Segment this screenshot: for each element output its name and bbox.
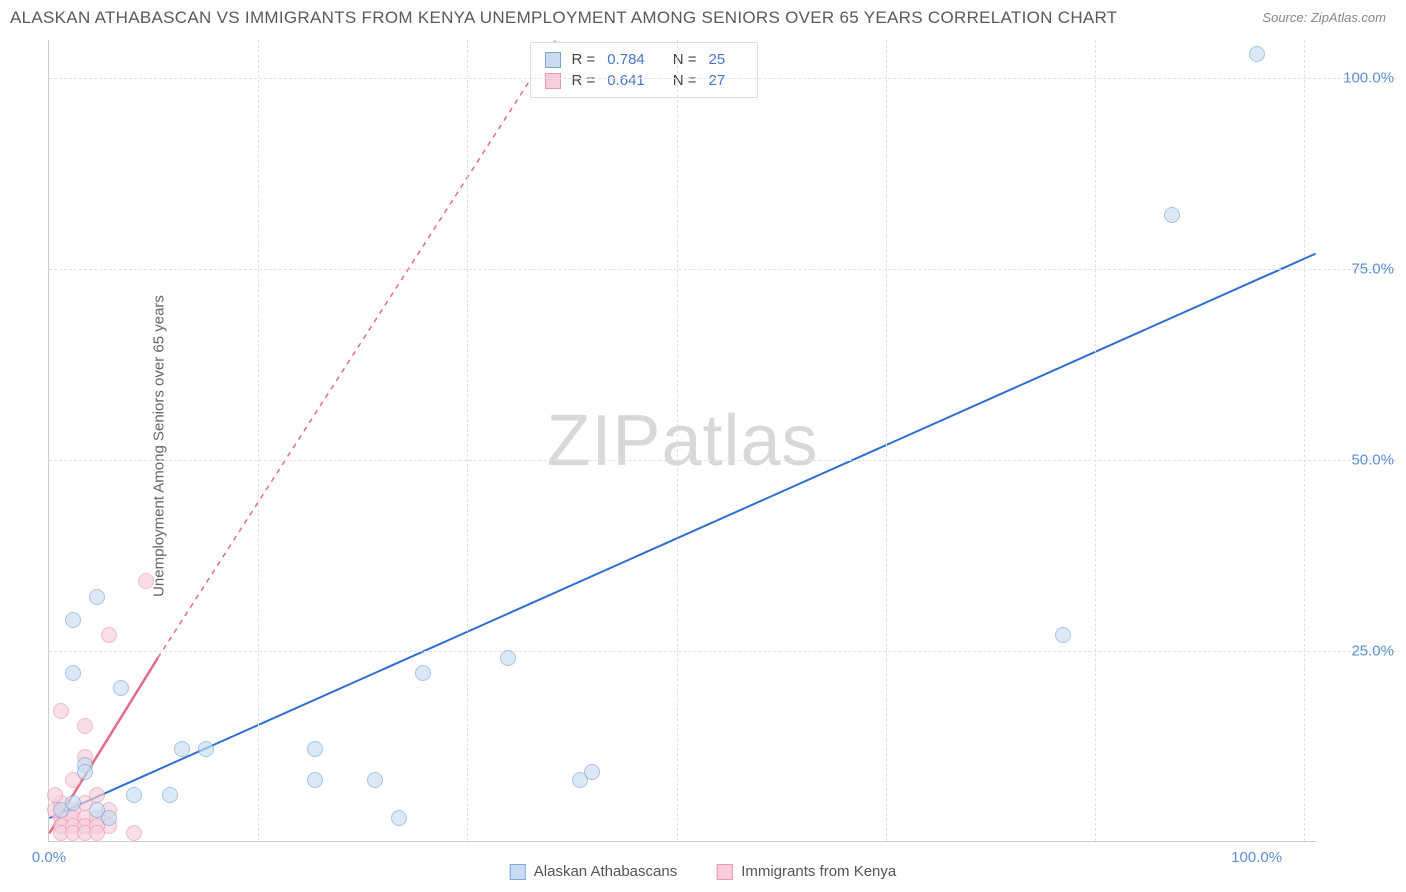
source-attribution: Source: ZipAtlas.com bbox=[1262, 10, 1386, 25]
data-point bbox=[367, 772, 383, 788]
data-point bbox=[47, 787, 63, 803]
data-point bbox=[307, 741, 323, 757]
data-point bbox=[307, 772, 323, 788]
legend-swatch-1 bbox=[510, 864, 526, 880]
data-point bbox=[174, 741, 190, 757]
r-value-1: 0.784 bbox=[607, 51, 645, 68]
r-value-2: 0.641 bbox=[607, 72, 645, 89]
gridline-h bbox=[49, 269, 1396, 270]
gridline-v bbox=[677, 40, 678, 841]
legend-label-1: Alaskan Athabascans bbox=[534, 863, 677, 880]
y-tick-label: 100.0% bbox=[1343, 70, 1394, 87]
y-tick-label: 50.0% bbox=[1351, 452, 1394, 469]
data-point bbox=[1249, 46, 1265, 62]
data-point bbox=[1164, 207, 1180, 223]
x-tick-label: 100.0% bbox=[1231, 849, 1282, 866]
r-label-1: R = bbox=[571, 51, 595, 68]
r-label-2: R = bbox=[571, 72, 595, 89]
legend-item-series1: Alaskan Athabascans bbox=[510, 863, 677, 880]
gridline-h bbox=[49, 651, 1396, 652]
gridline-v bbox=[1304, 40, 1305, 841]
data-point bbox=[65, 612, 81, 628]
gridline-v bbox=[1095, 40, 1096, 841]
bottom-legend: Alaskan Athabascans Immigrants from Keny… bbox=[510, 863, 896, 880]
gridline-v bbox=[258, 40, 259, 841]
data-point bbox=[1055, 627, 1071, 643]
swatch-series2 bbox=[545, 73, 561, 89]
data-point bbox=[89, 589, 105, 605]
data-point bbox=[89, 787, 105, 803]
data-point bbox=[415, 665, 431, 681]
data-point bbox=[584, 764, 600, 780]
data-point bbox=[65, 665, 81, 681]
stats-legend-box: R = 0.784 N = 25 R = 0.641 N = 27 bbox=[530, 42, 758, 98]
data-point bbox=[126, 825, 142, 841]
n-value-1: 25 bbox=[709, 51, 726, 68]
gridline-v bbox=[467, 40, 468, 841]
n-value-2: 27 bbox=[709, 72, 726, 89]
x-tick-label: 0.0% bbox=[32, 849, 66, 866]
data-point bbox=[65, 795, 81, 811]
data-point bbox=[126, 787, 142, 803]
swatch-series1 bbox=[545, 52, 561, 68]
data-point bbox=[162, 787, 178, 803]
data-point bbox=[77, 764, 93, 780]
chart-title: ALASKAN ATHABASCAN VS IMMIGRANTS FROM KE… bbox=[10, 8, 1118, 28]
data-point bbox=[101, 627, 117, 643]
legend-swatch-2 bbox=[717, 864, 733, 880]
stats-row-series1: R = 0.784 N = 25 bbox=[545, 49, 743, 70]
legend-label-2: Immigrants from Kenya bbox=[741, 863, 896, 880]
gridline-v bbox=[886, 40, 887, 841]
data-point bbox=[500, 650, 516, 666]
data-point bbox=[53, 703, 69, 719]
watermark: ZIPatlas bbox=[546, 400, 818, 482]
stats-row-series2: R = 0.641 N = 27 bbox=[545, 70, 743, 91]
data-point bbox=[113, 680, 129, 696]
y-tick-label: 25.0% bbox=[1351, 643, 1394, 660]
source-name: ZipAtlas.com bbox=[1311, 10, 1386, 25]
data-point bbox=[101, 810, 117, 826]
trend-lines bbox=[49, 40, 1316, 841]
data-point bbox=[89, 825, 105, 841]
gridline-h bbox=[49, 78, 1396, 79]
data-point bbox=[391, 810, 407, 826]
data-point bbox=[198, 741, 214, 757]
gridline-h bbox=[49, 460, 1396, 461]
watermark-zip: ZIP bbox=[546, 401, 661, 481]
data-point bbox=[77, 718, 93, 734]
data-point bbox=[138, 573, 154, 589]
watermark-atlas: atlas bbox=[661, 401, 818, 481]
legend-item-series2: Immigrants from Kenya bbox=[717, 863, 896, 880]
y-tick-label: 75.0% bbox=[1351, 261, 1394, 278]
plot-area: ZIPatlas R = 0.784 N = 25 R = 0.641 N = … bbox=[48, 40, 1316, 842]
source-label: Source: bbox=[1262, 10, 1307, 25]
